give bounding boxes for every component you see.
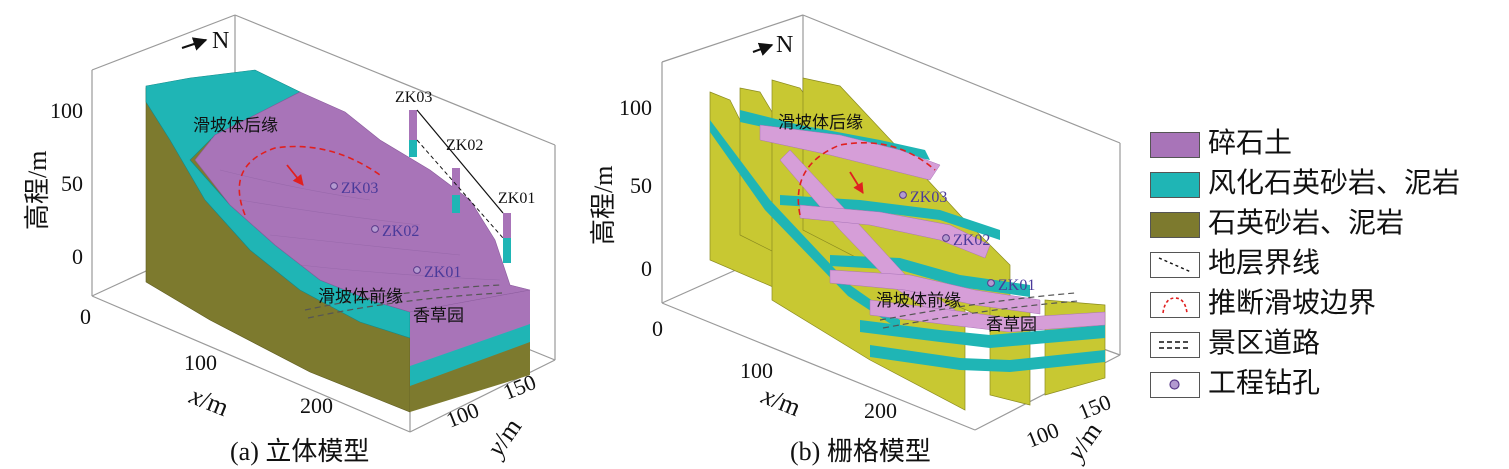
panel-b-borehole-markers [899,191,995,287]
legend-swatch-borehole [1150,372,1200,398]
panel-a-road [304,284,503,319]
legend-item-bedrock: 石英砂岩、泥岩 [1150,204,1505,244]
panel-a-side-bedrock [410,340,530,412]
legend-label: 石英砂岩、泥岩 [1208,208,1405,239]
panel-a-borehole-dot [371,225,379,233]
legend: 碎石土 风化石英砂岩、泥岩 石英砂岩、泥岩 地层界线 推断滑坡边界 景区道路 工… [1150,124,1505,404]
panel-a-front-edge-label: 滑坡体前缘 [318,287,403,306]
legend-swatch-strata-boundary [1150,252,1200,278]
panel-a-caption: (a) 立体模型 [230,437,369,466]
borehole-icon [1169,379,1180,390]
legend-label: 地层界线 [1208,248,1321,279]
panel-b-borehole-dot [899,191,907,199]
legend-label: 风化石英砂岩、泥岩 [1208,168,1461,199]
legend-label: 碎石土 [1208,128,1293,159]
legend-swatch-bedrock [1150,212,1200,238]
panel-a-y-axis-label: y/m [479,413,527,464]
panel-b-z-tick: 50 [630,173,652,198]
panel-b-front-edge-label: 滑坡体前缘 [876,291,961,310]
legend-swatch-debris [1150,132,1200,158]
legend-item-debris: 碎石土 [1150,124,1505,164]
panel-b-x-axis-label: x/m [757,380,805,422]
panel-b-y-axis-label: y/m [1059,417,1107,468]
legend-label: 景区道路 [1208,328,1321,359]
legend-item-borehole: 工程钻孔 [1150,364,1505,404]
legend-swatch-landslide-boundary [1150,292,1200,318]
panel-b-borehole-label: ZK01 [998,277,1035,294]
panel-a-x-tick: 100 [184,350,217,375]
panel-b-north-label: N [776,32,793,58]
panel-b-village-label: 香草园 [986,315,1037,334]
panel-b-borehole-label: ZK02 [953,232,990,249]
legend-swatch-weathered [1150,172,1200,198]
panel-a-north-arrow-icon [181,37,208,51]
panel-a-borehole-label: ZK02 [382,223,419,240]
legend-label: 工程钻孔 [1208,368,1321,399]
panel-a-side-debris [410,290,530,366]
panel-b-y-tick: 150 [1075,389,1115,425]
panel-a-z-tick: 0 [72,244,83,269]
panel-a-column-label: ZK01 [498,190,535,207]
panel-a-3d-model: ZK03 ZK02 ZK01 ZK03 ZK02 ZK01 滑坡体后缘 滑坡体前… [23,14,556,466]
panel-b-slide-direction-arrow [849,171,864,194]
panel-a-borehole-label: ZK01 [424,264,461,281]
legend-item-strata-boundary: 地层界线 [1150,244,1505,284]
legend-swatch-road [1150,332,1200,358]
panel-a-debris-layer [194,91,531,313]
legend-label: 推断滑坡边界 [1208,288,1377,319]
panel-b-z-tick: 0 [641,256,652,281]
panel-b-rear-edge-label: 滑坡体后缘 [778,113,863,132]
panel-b-x-tick: 0 [652,316,663,341]
panel-b-borehole-label: ZK03 [910,189,947,206]
panel-b-z-axis-label: 高程/m [589,166,618,245]
panel-b-caption: (b) 栅格模型 [790,437,931,466]
panel-b-borehole-dot [942,234,950,242]
panel-a-column-label: ZK03 [395,89,432,106]
panel-b-road [879,292,1079,329]
panel-a-z-tick: 100 [50,98,83,123]
panel-a-borehole-markers [330,182,421,274]
panel-b-x-tick: 100 [740,358,773,383]
legend-item-weathered: 风化石英砂岩、泥岩 [1150,164,1505,204]
panel-b-y-tick: 100 [1023,417,1063,453]
panel-a-borehole-label: ZK03 [341,180,378,197]
legend-item-road: 景区道路 [1150,324,1505,364]
panel-a-x-tick: 0 [80,304,91,329]
panel-a-landslide-boundary [238,145,381,216]
panel-a-rear-edge-label: 滑坡体后缘 [193,116,278,135]
panel-a-side-weathered [410,322,530,386]
legend-item-landslide-boundary: 推断滑坡边界 [1150,284,1505,324]
panel-a-z-axis-label: 高程/m [23,151,52,230]
panel-a-borehole-columns [409,109,511,263]
panel-a-borehole-dot [330,182,338,190]
panel-a-village-label: 香草园 [413,306,464,325]
panel-b-borehole-dot [987,279,995,287]
panel-b-grid-model: ZK03 ZK02 ZK01 滑坡体后缘 滑坡体前缘 香草园 N 100 50 … [589,14,1121,468]
panel-a-x-axis-label: x/m [185,380,233,422]
panel-a-slide-direction-arrow [286,164,304,186]
panel-b-north-arrow-icon [752,42,774,56]
panel-a-z-tick: 50 [61,171,83,196]
panel-a-north-label: N [212,28,229,54]
panel-b-x-tick: 200 [864,398,897,423]
panel-a-y-tick: 100 [443,397,483,433]
panel-a-column-label: ZK02 [446,137,483,154]
panel-a-borehole-dot [413,266,421,274]
panel-a-x-tick: 200 [300,393,333,418]
panel-b-z-tick: 100 [619,95,652,120]
panel-b-debris-strips [759,124,1106,333]
panel-b-landslide-boundary [797,142,936,216]
